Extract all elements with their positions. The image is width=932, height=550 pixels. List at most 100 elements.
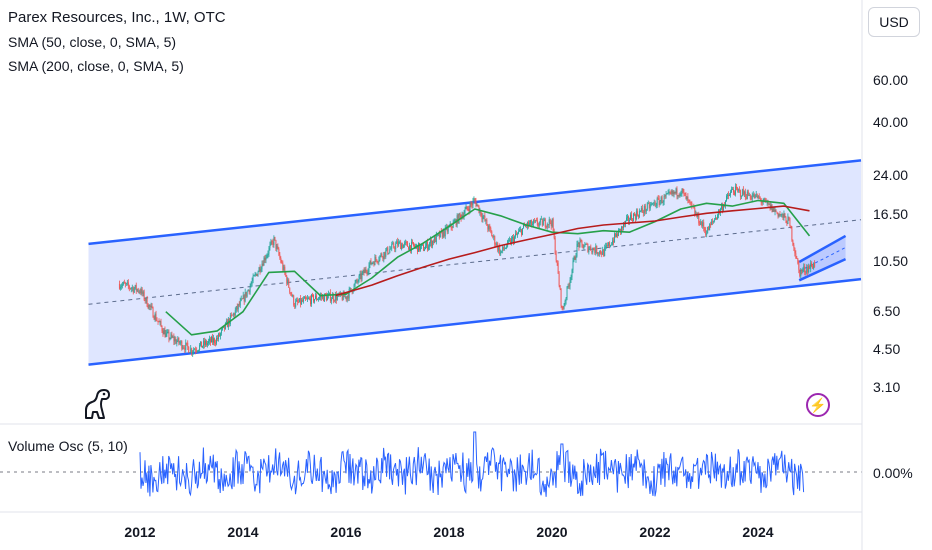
- candle-body: [379, 255, 381, 260]
- candle-body: [735, 186, 737, 189]
- candle-body: [773, 207, 775, 212]
- candle-body: [722, 205, 723, 211]
- candle-body: [738, 189, 740, 191]
- candle-body: [550, 222, 552, 227]
- candle-body: [546, 224, 548, 228]
- candle-body: [671, 190, 673, 194]
- candle-body: [812, 266, 814, 269]
- candle-body: [579, 240, 581, 248]
- candle-body: [589, 246, 591, 249]
- candle-body: [282, 262, 284, 270]
- candle-body: [306, 298, 308, 300]
- candle-body: [629, 214, 631, 220]
- candle-body: [121, 284, 123, 287]
- candle-body: [543, 219, 545, 221]
- candle-body: [810, 263, 812, 269]
- candle-body: [186, 342, 188, 344]
- candle-body: [198, 349, 200, 351]
- candle-body: [750, 198, 752, 200]
- candle-body: [806, 267, 808, 273]
- candle-body: [138, 291, 140, 293]
- candle-body: [311, 294, 312, 305]
- candle-body: [278, 248, 280, 255]
- candle-body: [300, 298, 302, 305]
- candle-body: [700, 221, 702, 225]
- candle-body: [714, 219, 716, 221]
- candle-body: [687, 196, 689, 200]
- candle-body: [528, 223, 530, 226]
- candle-body: [482, 216, 484, 220]
- candle-body: [814, 262, 816, 267]
- candle-body: [652, 202, 654, 204]
- candle-body: [683, 191, 685, 194]
- candle-body: [593, 248, 595, 250]
- candle-body: [156, 320, 158, 322]
- candle-body: [544, 219, 546, 227]
- sma200-legend[interactable]: SMA (200, close, 0, SMA, 5): [8, 58, 184, 74]
- volume-osc-legend[interactable]: Volume Osc (5, 10): [8, 438, 128, 454]
- candle-body: [762, 201, 764, 203]
- candle-body: [321, 295, 323, 298]
- chart-title[interactable]: Parex Resources, Inc., 1W, OTC: [8, 9, 226, 26]
- candle-body: [310, 298, 311, 305]
- candle-body: [598, 253, 600, 255]
- candle-body: [790, 225, 792, 229]
- candle-body: [617, 233, 619, 237]
- candle-body: [535, 220, 537, 222]
- candle-body: [374, 257, 376, 266]
- candle-body: [358, 275, 360, 282]
- candle-body: [269, 244, 271, 248]
- candle-body: [332, 294, 334, 301]
- candle-body: [470, 203, 472, 205]
- candle-body: [487, 225, 489, 230]
- candle-body: [421, 244, 422, 247]
- candle-body: [575, 256, 577, 260]
- sma50-line: [165, 199, 811, 336]
- candle-body: [522, 228, 523, 235]
- candle-body: [369, 260, 371, 266]
- candle-body: [711, 221, 713, 225]
- candle-body: [721, 205, 723, 209]
- candle-body: [239, 300, 241, 306]
- currency-button[interactable]: USD: [868, 7, 920, 37]
- candle-body: [542, 220, 544, 226]
- lightning-bolt-icon[interactable]: ⚡: [806, 393, 830, 417]
- candle-body: [391, 244, 393, 249]
- candle-body: [329, 292, 331, 302]
- candle-body: [263, 257, 265, 266]
- candle-body: [193, 349, 195, 352]
- candle-body: [570, 277, 572, 280]
- dinosaur-logo-icon[interactable]: [82, 386, 112, 420]
- price-candles: [118, 183, 816, 357]
- candle-body: [124, 283, 126, 285]
- candle-body: [152, 307, 154, 318]
- candle-body: [163, 329, 165, 335]
- candle-body: [740, 196, 742, 197]
- candle-body: [540, 218, 542, 220]
- candle-body: [664, 195, 666, 197]
- candle-body: [595, 246, 597, 253]
- candle-body: [218, 333, 220, 337]
- candle-body: [357, 281, 359, 283]
- candle-body: [730, 191, 731, 196]
- candle-body: [208, 341, 209, 344]
- candle-body: [431, 240, 433, 247]
- candle-body: [518, 231, 519, 234]
- candle-body: [364, 269, 366, 274]
- candle-body: [168, 331, 170, 340]
- candle-body: [257, 271, 259, 277]
- candle-body: [131, 287, 133, 289]
- sma50-legend[interactable]: SMA (50, close, 0, SMA, 5): [8, 34, 177, 50]
- candle-body: [630, 214, 632, 220]
- candle-body: [554, 237, 556, 254]
- small-channel-upper: [798, 234, 847, 264]
- candle-body: [401, 244, 403, 250]
- candle-body: [808, 266, 810, 273]
- candle-body: [611, 244, 613, 246]
- candle-body: [493, 236, 495, 238]
- candle-body: [809, 266, 811, 269]
- candle-body: [545, 226, 547, 228]
- candle-body: [796, 258, 798, 260]
- candle-body: [469, 203, 471, 212]
